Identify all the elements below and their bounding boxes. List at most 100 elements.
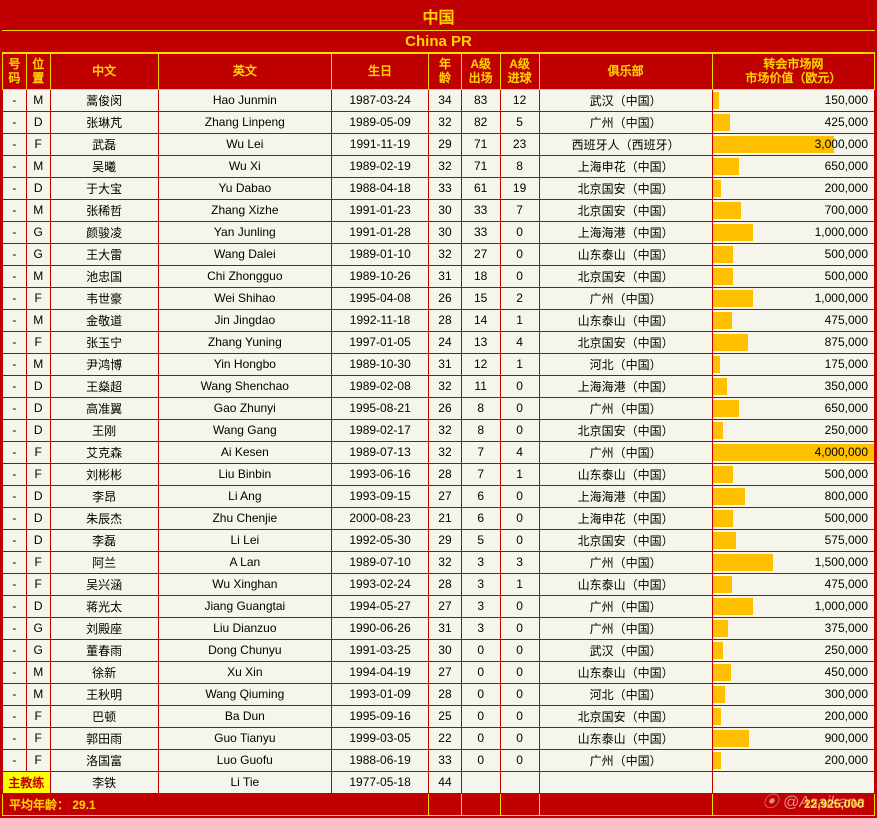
cell-name-en: Wang Qiuming bbox=[158, 683, 331, 705]
value-text: 1,000,000 bbox=[713, 597, 874, 616]
cell-birthday: 1991-03-25 bbox=[331, 639, 428, 661]
cell-goals: 12 bbox=[500, 89, 539, 111]
cell-name-cn: 艾克森 bbox=[50, 441, 158, 463]
cell-caps: 0 bbox=[461, 705, 500, 727]
cell-value: 700,000 bbox=[712, 199, 874, 221]
value-text: 500,000 bbox=[713, 465, 874, 484]
value-text: 500,000 bbox=[713, 267, 874, 286]
cell-value: 1,000,000 bbox=[712, 221, 874, 243]
cell-club: 上海海港（中国） bbox=[539, 485, 712, 507]
cell-goals: 0 bbox=[500, 507, 539, 529]
header-number: 号码 bbox=[3, 54, 27, 90]
cell-value: 200,000 bbox=[712, 177, 874, 199]
cell-caps: 7 bbox=[461, 463, 500, 485]
cell-caps: 12 bbox=[461, 353, 500, 375]
cell-number: - bbox=[3, 199, 27, 221]
cell-value: 4,000,000 bbox=[712, 441, 874, 463]
cell-value: 375,000 bbox=[712, 617, 874, 639]
cell-goals: 5 bbox=[500, 111, 539, 133]
value-text: 250,000 bbox=[713, 421, 874, 440]
table-row: -G颜骏凌Yan Junling1991-01-2830330上海海港（中国）1… bbox=[3, 221, 875, 243]
cell-age: 34 bbox=[429, 89, 461, 111]
cell-birthday: 1995-08-21 bbox=[331, 397, 428, 419]
value-text: 150,000 bbox=[713, 91, 874, 110]
cell-number: - bbox=[3, 595, 27, 617]
cell-name-cn: 张稀哲 bbox=[50, 199, 158, 221]
cell-age: 28 bbox=[429, 683, 461, 705]
cell-value: 650,000 bbox=[712, 155, 874, 177]
table-row: -F吴兴涵Wu Xinghan1993-02-242831山东泰山（中国）475… bbox=[3, 573, 875, 595]
value-text: 375,000 bbox=[713, 619, 874, 638]
value-text: 800,000 bbox=[713, 487, 874, 506]
table-row: -G刘殿座Liu Dianzuo1990-06-263130广州（中国）375,… bbox=[3, 617, 875, 639]
table-row: -D张琳芃Zhang Linpeng1989-05-0932825广州（中国）4… bbox=[3, 111, 875, 133]
header-age: 年龄 bbox=[429, 54, 461, 90]
table-row: -F张玉宁Zhang Yuning1997-01-0524134北京国安（中国）… bbox=[3, 331, 875, 353]
cell-number: - bbox=[3, 177, 27, 199]
value-text: 1,000,000 bbox=[713, 223, 874, 242]
cell-caps: 15 bbox=[461, 287, 500, 309]
cell-club: 河北（中国） bbox=[539, 683, 712, 705]
cell-birthday: 1989-07-13 bbox=[331, 441, 428, 463]
cell-club: 山东泰山（中国） bbox=[539, 309, 712, 331]
cell-birthday: 1989-02-17 bbox=[331, 419, 428, 441]
cell-name-en: Yan Junling bbox=[158, 221, 331, 243]
cell-name-en: Wei Shihao bbox=[158, 287, 331, 309]
cell-age: 33 bbox=[429, 749, 461, 771]
cell-name-cn: 颜骏凌 bbox=[50, 221, 158, 243]
cell-position: F bbox=[26, 705, 50, 727]
cell-value: 450,000 bbox=[712, 661, 874, 683]
value-text: 300,000 bbox=[713, 685, 874, 704]
cell-value: 150,000 bbox=[712, 89, 874, 111]
cell-club: 北京国安（中国） bbox=[539, 265, 712, 287]
cell-caps: 0 bbox=[461, 749, 500, 771]
cell-birthday: 1989-10-26 bbox=[331, 265, 428, 287]
cell-name-en: Hao Junmin bbox=[158, 89, 331, 111]
cell-number: - bbox=[3, 529, 27, 551]
cell-age: 31 bbox=[429, 265, 461, 287]
cell-value: 900,000 bbox=[712, 727, 874, 749]
cell-caps: 3 bbox=[461, 595, 500, 617]
cell-goals: 4 bbox=[500, 331, 539, 353]
table-row: -G王大雷Wang Dalei1989-01-1032270山东泰山（中国）50… bbox=[3, 243, 875, 265]
cell-value: 175,000 bbox=[712, 353, 874, 375]
cell-position: D bbox=[26, 507, 50, 529]
cell-name-cn: 蒿俊闵 bbox=[50, 89, 158, 111]
cell-name-en: Gao Zhunyi bbox=[158, 397, 331, 419]
cell-birthday: 1991-01-23 bbox=[331, 199, 428, 221]
cell-name-en: Dong Chunyu bbox=[158, 639, 331, 661]
cell-goals: 0 bbox=[500, 617, 539, 639]
cell-age: 30 bbox=[429, 221, 461, 243]
cell-club: 山东泰山（中国） bbox=[539, 661, 712, 683]
cell-age: 22 bbox=[429, 727, 461, 749]
table-row: -D于大宝Yu Dabao1988-04-18336119北京国安（中国）200… bbox=[3, 177, 875, 199]
cell-club: 西班牙人（西班牙） bbox=[539, 133, 712, 155]
value-text: 475,000 bbox=[713, 311, 874, 330]
cell-name-cn: 董春雨 bbox=[50, 639, 158, 661]
table-row: -D朱辰杰Zhu Chenjie2000-08-232160上海申花（中国）50… bbox=[3, 507, 875, 529]
cell-age: 32 bbox=[429, 243, 461, 265]
cell-name-cn: 郭田雨 bbox=[50, 727, 158, 749]
cell-position: D bbox=[26, 177, 50, 199]
header-club: 俱乐部 bbox=[539, 54, 712, 90]
cell-name-cn: 徐新 bbox=[50, 661, 158, 683]
cell-birthday: 1989-07-10 bbox=[331, 551, 428, 573]
cell-position: F bbox=[26, 573, 50, 595]
cell-goals: 8 bbox=[500, 155, 539, 177]
cell-caps: 11 bbox=[461, 375, 500, 397]
cell-number: - bbox=[3, 683, 27, 705]
cell-name-en: Zhang Xizhe bbox=[158, 199, 331, 221]
cell-position: M bbox=[26, 309, 50, 331]
coach-row: 主教练 李铁 Li Tie 1977-05-18 44 bbox=[3, 771, 875, 793]
cell-birthday: 1989-10-30 bbox=[331, 353, 428, 375]
cell-caps: 71 bbox=[461, 133, 500, 155]
cell-number: - bbox=[3, 155, 27, 177]
cell-name-cn: 金敬道 bbox=[50, 309, 158, 331]
value-text: 4,000,000 bbox=[713, 443, 874, 462]
table-row: -D王燊超Wang Shenchao1989-02-0832110上海海港（中国… bbox=[3, 375, 875, 397]
cell-caps: 3 bbox=[461, 573, 500, 595]
cell-age: 28 bbox=[429, 463, 461, 485]
cell-age: 32 bbox=[429, 419, 461, 441]
cell-number: - bbox=[3, 221, 27, 243]
table-row: -F武磊Wu Lei1991-11-19297123西班牙人（西班牙）3,000… bbox=[3, 133, 875, 155]
